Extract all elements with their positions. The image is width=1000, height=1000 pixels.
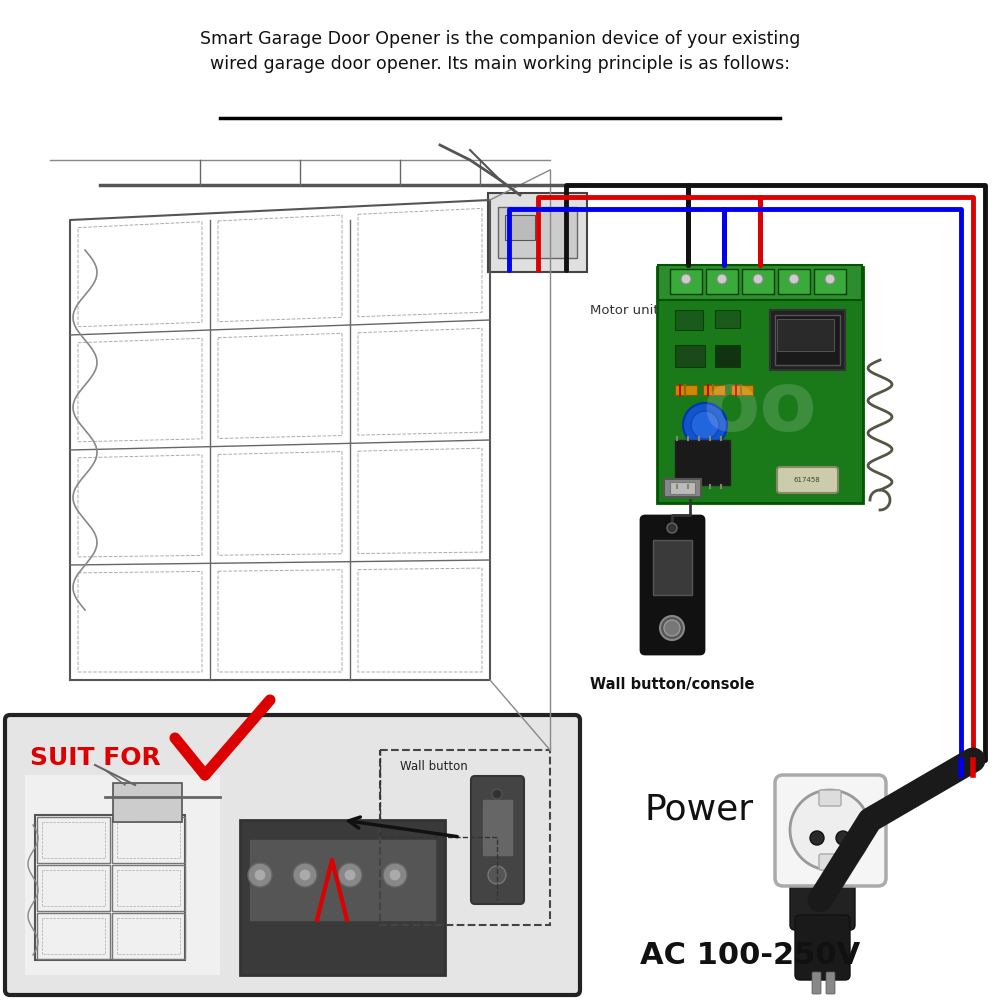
Text: Wall button/console: Wall button/console: [590, 678, 754, 692]
Bar: [37, 817, 110, 863]
Circle shape: [389, 869, 401, 881]
Circle shape: [825, 274, 835, 284]
Bar: [483, 800, 512, 855]
Bar: [240, 820, 445, 975]
Text: wired garage door opener. Its main working principle is as follows:: wired garage door opener. Its main worki…: [210, 55, 790, 73]
Bar: [25, 775, 220, 975]
Circle shape: [488, 866, 506, 884]
FancyBboxPatch shape: [471, 776, 524, 904]
Circle shape: [293, 863, 317, 887]
Text: AC 100-250V: AC 100-250V: [640, 940, 860, 970]
Bar: [778, 269, 810, 294]
Bar: [117, 822, 180, 858]
FancyBboxPatch shape: [664, 479, 701, 497]
Bar: [675, 440, 730, 485]
Circle shape: [790, 790, 870, 870]
Bar: [658, 265, 862, 300]
Circle shape: [753, 274, 763, 284]
Text: oo: oo: [703, 367, 817, 448]
Bar: [775, 315, 840, 365]
Circle shape: [810, 831, 824, 845]
Bar: [670, 482, 695, 494]
Bar: [250, 840, 435, 920]
Bar: [42, 870, 105, 906]
FancyBboxPatch shape: [777, 467, 838, 493]
Bar: [675, 310, 703, 330]
FancyBboxPatch shape: [819, 854, 841, 870]
FancyBboxPatch shape: [826, 972, 835, 994]
Bar: [505, 215, 535, 240]
Bar: [742, 269, 774, 294]
FancyBboxPatch shape: [812, 972, 821, 994]
Circle shape: [667, 523, 677, 533]
FancyBboxPatch shape: [775, 775, 886, 886]
Bar: [42, 918, 105, 954]
FancyBboxPatch shape: [777, 319, 834, 351]
Bar: [670, 269, 702, 294]
Bar: [715, 345, 740, 367]
FancyBboxPatch shape: [5, 715, 580, 995]
Circle shape: [717, 274, 727, 284]
Circle shape: [338, 863, 362, 887]
Bar: [653, 540, 692, 595]
Bar: [112, 913, 185, 959]
Bar: [706, 269, 738, 294]
Text: Wall button: Wall button: [400, 760, 468, 772]
Bar: [675, 345, 705, 367]
FancyBboxPatch shape: [790, 875, 855, 930]
Bar: [37, 865, 110, 911]
FancyBboxPatch shape: [795, 915, 850, 980]
Text: Smart Garage Door Opener is the companion device of your existing: Smart Garage Door Opener is the companio…: [200, 30, 800, 48]
Bar: [731, 385, 753, 395]
Bar: [42, 822, 105, 858]
FancyBboxPatch shape: [641, 516, 704, 654]
Bar: [380, 750, 550, 925]
Circle shape: [691, 411, 719, 439]
Bar: [715, 310, 740, 328]
Bar: [35, 815, 185, 960]
Text: SUIT FOR: SUIT FOR: [30, 746, 161, 770]
Bar: [675, 385, 697, 395]
Bar: [112, 817, 185, 863]
Circle shape: [344, 869, 356, 881]
Text: 617458: 617458: [794, 477, 820, 483]
Circle shape: [299, 869, 311, 881]
Text: Motor unit: Motor unit: [590, 304, 659, 316]
Bar: [37, 913, 110, 959]
Circle shape: [836, 831, 850, 845]
Bar: [498, 207, 577, 258]
FancyBboxPatch shape: [819, 790, 841, 806]
Bar: [703, 385, 725, 395]
Bar: [770, 310, 845, 370]
Circle shape: [660, 616, 684, 640]
Bar: [814, 269, 846, 294]
Bar: [117, 918, 180, 954]
Circle shape: [254, 869, 266, 881]
Circle shape: [492, 789, 502, 799]
Circle shape: [789, 274, 799, 284]
FancyBboxPatch shape: [113, 783, 182, 822]
Circle shape: [681, 274, 691, 284]
Circle shape: [664, 620, 680, 636]
Circle shape: [383, 863, 407, 887]
FancyBboxPatch shape: [488, 193, 587, 272]
Bar: [112, 865, 185, 911]
FancyBboxPatch shape: [657, 267, 863, 503]
Circle shape: [248, 863, 272, 887]
Bar: [117, 870, 180, 906]
Circle shape: [683, 403, 727, 447]
Text: Power: Power: [645, 793, 754, 827]
